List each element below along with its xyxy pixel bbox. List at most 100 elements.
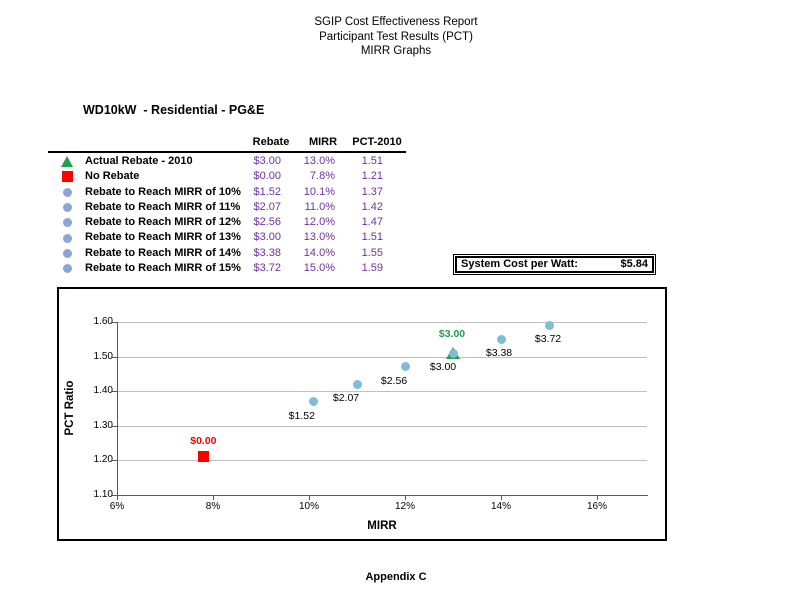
chart-point-circle (544, 320, 554, 330)
table-row: Rebate to Reach MIRR of 15% $3.72 15.0% 1.5… (48, 261, 406, 276)
x-axis-tick (117, 496, 118, 500)
chart-point-label: $3.00 (429, 361, 457, 374)
x-tick-label: 16% (586, 501, 607, 512)
y-axis-tick (112, 495, 117, 496)
table-row: Rebate to Reach MIRR of 10% $1.52 10.1% 1.3… (48, 185, 406, 200)
row-pct-value: 1.47 (361, 216, 383, 229)
table-row: Actual Rebate - 2010 $3.00 13.0% 1.51 (48, 154, 406, 169)
chart-point-circle (352, 379, 362, 389)
row-rebate-value: $2.07 (253, 200, 281, 213)
table-row: No Rebate $0.00 7.8% 1.21 (48, 169, 406, 184)
blue-circle-icon (62, 218, 72, 228)
chart-point-circle (400, 362, 410, 372)
row-mirr-value: 7.8% (309, 170, 335, 183)
x-tick-label: 12% (394, 501, 415, 512)
chart-point-label: $2.07 (332, 392, 360, 405)
blue-circle-icon (62, 233, 72, 243)
x-axis-tick (597, 496, 598, 500)
y-axis-title: PCT Ratio (64, 380, 76, 436)
row-marker-cell (60, 169, 74, 184)
chart-gridline (117, 460, 647, 462)
chart-point-square (197, 451, 209, 463)
table-row: Rebate to Reach MIRR of 14% $3.38 14.0% 1.5… (48, 246, 406, 261)
chart-point-label: $3.38 (485, 347, 513, 360)
row-marker-cell (60, 230, 74, 245)
x-axis-line (117, 495, 648, 496)
section-title: WD10kW - Residential - PG&E (83, 103, 265, 117)
chart-gridline (117, 322, 647, 323)
report-header: SGIP Cost Effectiveness Report Participa… (0, 15, 792, 59)
x-axis-tick (501, 496, 502, 500)
report-title-line2: Participant Test Results (PCT) (319, 30, 473, 43)
x-axis-tick (309, 496, 310, 500)
row-rebate-value: $3.00 (253, 231, 281, 244)
x-tick-label: 6% (109, 501, 125, 512)
column-header-rebate: Rebate (252, 136, 290, 148)
blue-circle-icon (62, 264, 72, 274)
x-tick-label: 14% (490, 501, 511, 512)
report-title-line3: MIRR Graphs (360, 45, 432, 57)
chart-point-circle (448, 348, 458, 358)
y-axis-tick (112, 356, 117, 358)
y-tick-label: 1.40 (93, 385, 113, 397)
blue-circle-icon (62, 203, 72, 213)
y-axis-tick (112, 460, 117, 462)
row-label: Actual Rebate - 2010 (85, 155, 193, 167)
system-cost-label: System Cost per Watt: (461, 258, 578, 270)
row-mirr-value: 13.0% (303, 155, 335, 167)
row-mirr-value: 12.0% (303, 216, 335, 229)
system-cost-value: $5.84 (620, 258, 648, 270)
x-axis-tick (213, 496, 214, 500)
row-marker-cell (60, 246, 74, 261)
y-axis-tick (112, 391, 117, 393)
row-mirr-value: 13.0% (303, 231, 335, 244)
row-mirr-value: 10.1% (303, 185, 335, 198)
y-axis-tick (112, 425, 117, 427)
row-label: Rebate to Reach MIRR of 15% (85, 262, 241, 275)
x-tick-label: 8% (205, 501, 221, 512)
chart-point-circle (496, 334, 506, 344)
chart-gridline (117, 356, 647, 358)
chart-gridline (117, 425, 647, 427)
row-mirr-value: 15.0% (303, 262, 335, 275)
row-rebate-value: $3.72 (253, 262, 281, 275)
row-rebate-value: $1.52 (253, 185, 281, 198)
report-title-line1: SGIP Cost Effectiveness Report (314, 16, 478, 28)
chart-point-label: $0.00 (190, 434, 217, 447)
system-cost-box: System Cost per Watt: $5.84 (453, 254, 656, 275)
table-row: Rebate to Reach MIRR of 11% $2.07 11.0% 1.4… (48, 200, 406, 215)
rebate-table: Rebate MIRR PCT-2010 Actual Rebate - 201… (48, 134, 406, 276)
row-rebate-value: $3.38 (253, 246, 281, 259)
column-header-pct-2010: PCT-2010 (352, 136, 402, 148)
chart-point-circle (309, 397, 319, 407)
row-label: Rebate to Reach MIRR of 13% (85, 231, 241, 244)
x-axis-tick (405, 496, 406, 500)
y-axis-line (117, 322, 118, 495)
y-tick-label: 1.20 (93, 454, 113, 466)
table-body: Actual Rebate - 2010 $3.00 13.0% 1.51 No Reb… (48, 153, 406, 276)
row-pct-value: 1.51 (361, 231, 383, 244)
blue-circle-icon (62, 187, 72, 197)
y-axis-tick (112, 322, 117, 323)
green-triangle-icon (61, 156, 73, 168)
chart-point-label: $3.00 (438, 328, 466, 341)
chart-gridline (117, 391, 647, 393)
y-tick-label: 1.60 (93, 316, 113, 327)
row-mirr-value: 11.0% (304, 200, 335, 213)
row-label: Rebate to Reach MIRR of 10% (85, 185, 241, 198)
row-label: Rebate to Reach MIRR of 11% (85, 200, 241, 213)
table-row: Rebate to Reach MIRR of 12% $2.56 12.0% 1.4… (48, 215, 406, 230)
x-axis-title: MIRR (367, 520, 397, 532)
row-pct-value: 1.51 (361, 155, 383, 167)
table-row: Rebate to Reach MIRR of 13% $3.00 13.0% 1.5… (48, 230, 406, 245)
row-rebate-value: $0.00 (253, 170, 281, 183)
row-marker-cell (60, 261, 74, 276)
chart-point-label: $2.56 (380, 374, 408, 387)
row-label: No Rebate (85, 170, 140, 183)
row-marker-cell (60, 200, 74, 215)
row-pct-value: 1.21 (361, 170, 383, 183)
chart-point-label: $1.52 (288, 409, 315, 422)
mirr-chart: PCT Ratio MIRR 1.10 1.20 1.30 1.40 1.50 1.60 6… (57, 287, 667, 541)
row-rebate-value: $3.00 (253, 155, 281, 167)
